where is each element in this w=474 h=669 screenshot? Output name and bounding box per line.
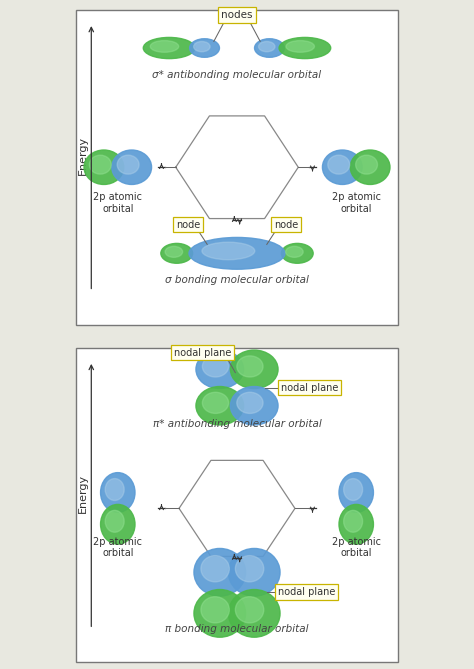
Ellipse shape: [228, 589, 280, 637]
Text: Energy: Energy: [78, 474, 88, 513]
Text: π* antibonding molecular orbital: π* antibonding molecular orbital: [153, 419, 321, 429]
Ellipse shape: [237, 356, 263, 377]
Text: node: node: [274, 219, 298, 229]
Ellipse shape: [339, 472, 374, 512]
Text: orbital: orbital: [102, 203, 134, 213]
Text: 2p atomic: 2p atomic: [93, 537, 142, 547]
Ellipse shape: [282, 244, 313, 264]
Ellipse shape: [150, 41, 179, 52]
Ellipse shape: [194, 41, 210, 52]
Ellipse shape: [286, 41, 314, 52]
Ellipse shape: [190, 39, 219, 58]
Text: node: node: [176, 219, 200, 229]
Ellipse shape: [279, 37, 331, 59]
Ellipse shape: [100, 504, 135, 544]
Ellipse shape: [286, 246, 303, 258]
Ellipse shape: [194, 549, 246, 596]
Ellipse shape: [230, 387, 278, 425]
Ellipse shape: [202, 242, 255, 260]
Ellipse shape: [196, 350, 244, 389]
Text: Energy: Energy: [78, 136, 88, 175]
Text: orbital: orbital: [340, 203, 372, 213]
Ellipse shape: [202, 356, 228, 377]
Ellipse shape: [201, 597, 229, 623]
Ellipse shape: [105, 510, 124, 533]
Ellipse shape: [100, 472, 135, 512]
Ellipse shape: [344, 478, 363, 500]
Text: nodal plane: nodal plane: [278, 587, 335, 597]
Ellipse shape: [105, 478, 124, 500]
Ellipse shape: [255, 39, 284, 58]
Ellipse shape: [237, 392, 263, 413]
Ellipse shape: [322, 150, 362, 185]
Ellipse shape: [230, 350, 278, 389]
Ellipse shape: [344, 510, 363, 533]
Text: 2p atomic: 2p atomic: [332, 537, 381, 547]
Text: σ* antibonding molecular orbital: σ* antibonding molecular orbital: [153, 70, 321, 80]
Ellipse shape: [196, 387, 244, 425]
Text: orbital: orbital: [102, 548, 134, 558]
Ellipse shape: [161, 244, 192, 264]
Ellipse shape: [201, 556, 229, 582]
Ellipse shape: [228, 549, 280, 596]
Text: nodes: nodes: [221, 10, 253, 20]
Ellipse shape: [356, 155, 377, 174]
Ellipse shape: [112, 150, 152, 185]
Ellipse shape: [165, 246, 182, 258]
Ellipse shape: [328, 155, 350, 174]
Text: nodal plane: nodal plane: [173, 348, 231, 358]
Ellipse shape: [339, 504, 374, 544]
Ellipse shape: [350, 150, 390, 185]
Text: 2p atomic: 2p atomic: [332, 192, 381, 202]
Text: σ bonding molecular orbital: σ bonding molecular orbital: [165, 275, 309, 285]
Ellipse shape: [84, 150, 124, 185]
Text: orbital: orbital: [340, 548, 372, 558]
Ellipse shape: [236, 556, 264, 582]
Ellipse shape: [194, 589, 246, 637]
Ellipse shape: [117, 155, 139, 174]
Ellipse shape: [90, 155, 111, 174]
Text: nodal plane: nodal plane: [281, 383, 338, 393]
Ellipse shape: [202, 392, 228, 413]
Ellipse shape: [259, 41, 275, 52]
Text: 2p atomic: 2p atomic: [93, 192, 142, 202]
Ellipse shape: [143, 37, 195, 59]
Ellipse shape: [236, 597, 264, 623]
Text: π bonding molecular orbital: π bonding molecular orbital: [165, 624, 309, 634]
Ellipse shape: [189, 237, 285, 269]
